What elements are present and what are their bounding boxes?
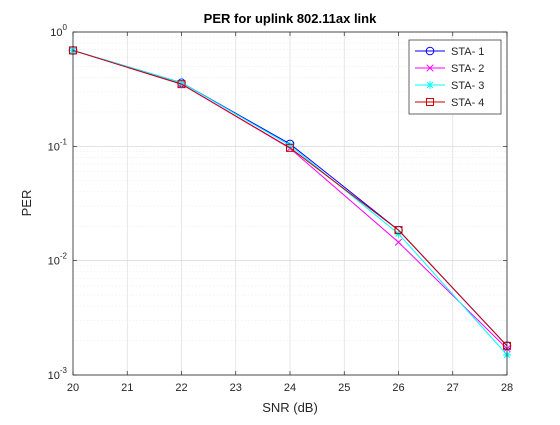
y-axis-label: PER	[19, 190, 34, 217]
legend: STA- 1 STA- 2 STA- 3 STA- 4	[408, 39, 502, 115]
legend-label: STA- 1	[451, 46, 484, 58]
x-tick-label: 20	[67, 382, 79, 394]
legend-item: STA- 3	[415, 80, 484, 92]
legend-label: STA- 4	[451, 97, 484, 109]
chart-title: PER for uplink 802.11ax link	[204, 11, 377, 26]
marker-square	[286, 143, 294, 152]
marker-asterisk	[286, 141, 294, 150]
y-tick-label: 10-3	[48, 366, 68, 382]
x-tick-label: 22	[175, 382, 187, 394]
x-tick-label: 23	[230, 382, 242, 394]
marker-asterisk	[426, 81, 434, 89]
x-tick-label: 26	[392, 382, 404, 394]
x-tick-labels: 20 21 22 23 24 25 26 27 28	[67, 382, 513, 394]
y-tick-label: 100	[50, 23, 67, 39]
x-tick-label: 21	[121, 382, 133, 394]
legend-label: STA- 2	[451, 63, 484, 75]
y-tick-label: 10-2	[48, 252, 68, 268]
x-tick-label: 24	[284, 382, 296, 394]
marker-square	[177, 80, 186, 89]
y-tick-labels: 100 10-1 10-2 10-3	[48, 23, 68, 382]
ticks	[72, 31, 508, 376]
y-tick-label: 10-1	[48, 137, 68, 153]
x-tick-label: 28	[501, 382, 513, 394]
x-axis-label: SNR (dB)	[262, 400, 318, 415]
marker-circle	[425, 46, 435, 56]
x-tick-label: 27	[447, 382, 459, 394]
marker-square	[394, 226, 403, 235]
x-tick-label: 25	[338, 382, 350, 394]
legend-item: STA- 1	[415, 46, 484, 58]
legend-item: STA- 4	[415, 97, 484, 109]
marker-square	[426, 98, 434, 106]
marker-x	[426, 64, 434, 72]
series-line	[72, 49, 508, 347]
marker-x	[394, 238, 403, 246]
legend-item: STA- 2	[415, 63, 484, 75]
marker-asterisk	[177, 78, 186, 87]
legend-label: STA- 3	[451, 80, 484, 92]
